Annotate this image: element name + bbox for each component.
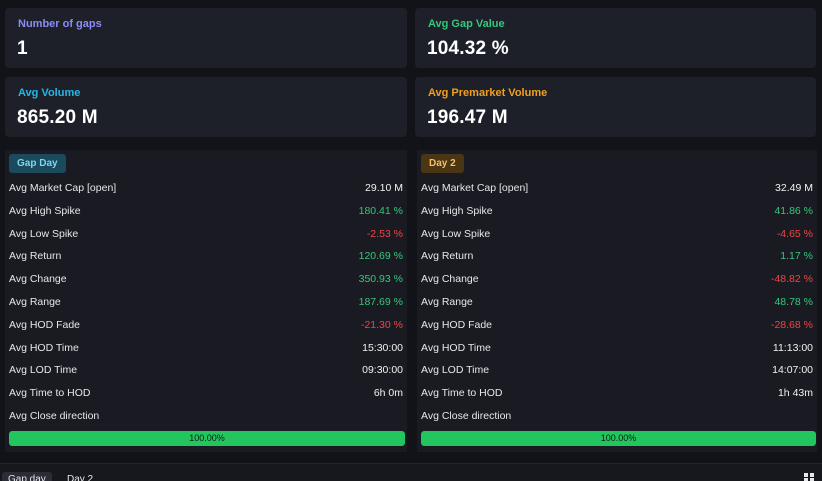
stat-value: 1h 43m [777,387,813,400]
card-label: Avg Gap Value [428,18,505,30]
stat-label: Avg Return [9,250,62,263]
stat-label: Avg Market Cap [open] [9,182,117,194]
card-avg-volume: Avg Volume 865.20 M [5,77,407,137]
stat-value: -48.82 % [770,273,813,286]
day2-badge: Day 2 [421,154,464,173]
card-avg-premarket-volume: Avg Premarket Volume 196.47 M [415,77,816,137]
stat-label: Avg Time to HOD [421,387,503,400]
stat-value: 350.93 % [358,273,403,286]
stat-row: Avg Close direction [417,405,817,428]
gap-day-panel: Gap Day [5,150,407,452]
card-label: Avg Volume [18,87,81,99]
stat-value: -28.68 % [770,318,813,331]
tab-gap-day[interactable]: Gap day [2,472,52,481]
stat-label: Avg Range [9,295,61,308]
stat-row: Avg Time to HOD 6h 0m [5,382,407,405]
card-value: 865.20 M [17,107,98,128]
stat-row: Avg HOD Fade -21.30 % [5,314,407,337]
stat-row: Avg High Spike 41.86 % [417,200,817,223]
stat-label: Avg Low Spike [421,227,491,240]
stat-value: 32.49 M [775,182,813,194]
stat-value: 29.10 M [365,182,403,194]
stat-label: Avg HOD Fade [421,318,493,331]
stat-row: Avg High Spike 180.41 % [5,200,407,223]
stat-value: 6h 0m [373,387,403,400]
stat-row: Avg HOD Time 11:13:00 [417,337,817,360]
stat-row: Avg HOD Time 15:30:00 [5,337,407,360]
stat-value: 180.41 % [358,204,403,217]
stat-value: 11:13:00 [772,341,813,354]
stat-label: Avg LOD Time [9,364,78,377]
stat-row: Avg Low Spike -2.53 % [5,223,407,246]
stat-row: Avg Close direction [5,405,407,428]
stat-row: Avg LOD Time 09:30:00 [5,359,407,382]
stat-row: Avg Change -48.82 % [417,268,817,291]
bottom-tab-bar: Gap day Day 2 [0,463,822,481]
card-value: 196.47 M [427,107,508,128]
stat-value: -4.65 % [776,227,813,240]
stat-label: Avg Change [9,273,67,286]
stat-label: Avg Time to HOD [9,387,91,400]
bar-label: 100.00% [189,433,225,443]
stat-value: 187.69 % [358,295,403,308]
stat-label: Avg HOD Fade [9,318,81,331]
stat-row: Avg Range 48.78 % [417,291,817,314]
stat-label: Avg Change [421,273,479,286]
card-label: Avg Premarket Volume [428,87,548,99]
gap-day-stats: Avg Market Cap [open] 29.10 M Avg High Spi… [5,177,407,428]
day2-close-direction-bar: 100.00% [421,431,816,446]
stat-row: Avg Change 350.93 % [5,268,407,291]
stat-label: Avg Market Cap [open] [421,182,529,194]
gap-day-badge: Gap Day [9,154,66,173]
stat-value: 120.69 % [358,250,403,263]
stat-label: Avg Low Spike [9,227,79,240]
stat-value: 09:30:00 [362,364,403,377]
stat-row: Avg LOD Time 14:07:00 [417,359,817,382]
stat-label: Avg High Spike [9,204,81,217]
stat-value: -2.53 % [366,227,403,240]
bar-label: 100.00% [600,433,637,443]
card-label: Number of gaps [18,18,102,30]
stat-value: -21.30 % [360,318,403,331]
stat-row: Avg Market Cap [open] 29.10 M [5,177,407,200]
card-number-of-gaps: Number of gaps 1 [5,8,407,68]
stat-value: 15:30:00 [362,341,403,354]
day2-stats: Avg Market Cap [open] 32.49 M Avg High Spi… [417,177,817,428]
bar-fill [421,431,816,446]
stat-value: 1.17 % [780,250,813,263]
stat-row: Avg Return 120.69 % [5,245,407,268]
stat-label: Avg Range [421,295,473,308]
stat-label: Avg LOD Time [421,364,490,377]
stat-label: Avg HOD Time [421,341,491,354]
stat-row: Avg Market Cap [open] 32.49 M [417,177,817,200]
stat-label: Avg Close direction [9,409,100,422]
day2-panel: Day 2 [417,150,817,452]
stat-value: 41.86 % [774,204,813,217]
card-avg-gap-value: Avg Gap Value 104.32 % [415,8,816,68]
stat-value: 48.78 % [774,295,813,308]
card-value: 1 [17,38,28,59]
stat-label: Avg High Spike [421,204,493,217]
grid-layout-icon[interactable] [804,473,814,481]
stat-row: Avg Low Spike -4.65 % [417,223,817,246]
stat-label: Avg Close direction [421,409,512,422]
tab-day2[interactable]: Day 2 [67,474,94,481]
stat-label: Avg HOD Time [9,341,79,354]
stat-row: Avg Time to HOD 1h 43m [417,382,817,405]
stat-row: Avg HOD Fade -28.68 % [417,314,817,337]
stat-row: Avg Range 187.69 % [5,291,407,314]
stat-label: Avg Return [421,250,474,263]
stat-value: 14:07:00 [772,364,813,377]
gap-day-close-direction-bar: 100.00% [9,431,405,446]
card-value: 104.32 % [427,38,509,59]
stat-row: Avg Return 1.17 % [417,245,817,268]
bar-fill [9,431,405,446]
